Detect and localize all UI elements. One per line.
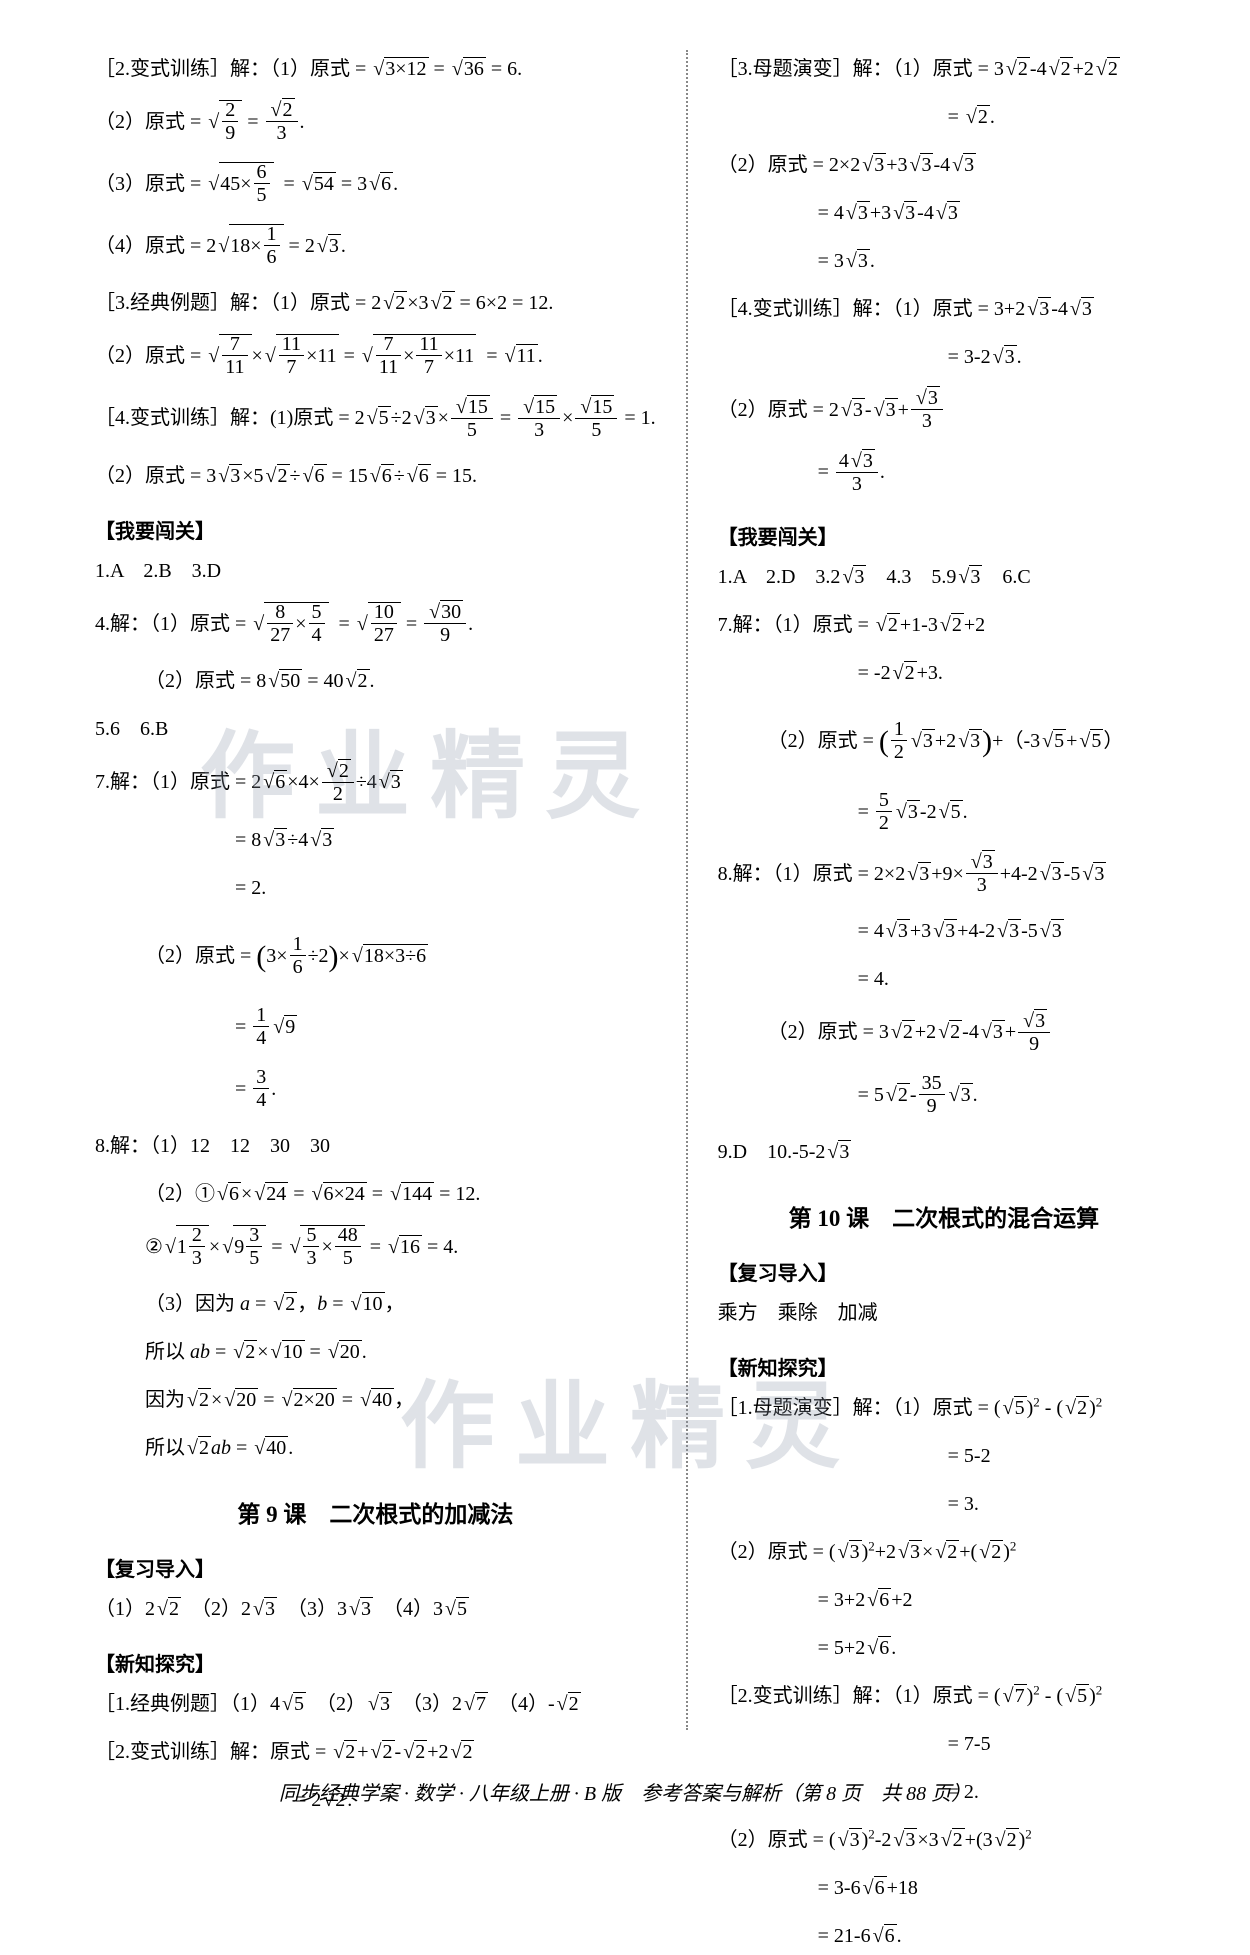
text-line: （2）原式 = 2×23+33-43 <box>718 146 1170 184</box>
text-line: = 3+26+2 <box>718 1581 1170 1619</box>
text-line: = 149 <box>95 1003 656 1051</box>
text-line: 1.A 2.D 3.23 4.3 5.93 6.C <box>718 558 1170 596</box>
text-line: 所以2ab = 40. <box>95 1429 656 1467</box>
text-line: = 7-5 <box>718 1725 1170 1763</box>
text-line: 7.解：（1）原式 = 26×4×22÷43 <box>95 758 656 806</box>
text-line: 4.解：（1）原式 = 827×54 = 1027 = 309. <box>95 600 656 648</box>
text-line: ［2.变式训练］解：（1）原式 = (7)2 - (5)2 <box>718 1677 1170 1715</box>
text-line: = 43+33-43 <box>718 194 1170 232</box>
left-column: ［2.变式训练］解：（1）原式 = 3×12 = 36 = 6. （2）原式 =… <box>95 50 656 1730</box>
text-line: = 2. <box>718 98 1170 136</box>
text-line: 7.解：（1）原式 = 2+1-32+2 <box>718 606 1170 644</box>
text-line: = 433. <box>718 448 1170 496</box>
text-line: （2）①6×24 = 6×24 = 144 = 12. <box>95 1175 656 1213</box>
text-line: = 523-25. <box>718 788 1170 836</box>
text-line: （2）原式 = (123+23)+（-35+5） <box>718 702 1170 774</box>
text-line: 8.解：（1）12 12 30 30 <box>95 1127 656 1165</box>
text-line: ［2.变式训练］解：原式 = 2+2-2+22 <box>95 1733 656 1771</box>
text-line: ［3.母题演变］解：（1）原式 = 32-42+22 <box>718 50 1170 88</box>
text-line: = -22+3. <box>718 654 1170 692</box>
right-column: ［3.母题演变］解：（1）原式 = 32-42+22 = 2. （2）原式 = … <box>718 50 1170 1730</box>
two-column-layout: ［2.变式训练］解：（1）原式 = 3×12 = 36 = 6. （2）原式 =… <box>95 50 1170 1730</box>
text-line: = 5+26. <box>718 1629 1170 1667</box>
text-line: 8.解：（1）原式 = 2×23+9×33+4-23-53 <box>718 850 1170 898</box>
text-line: 因为2×20 = 2×20 = 40， <box>95 1381 656 1419</box>
text-line: （2）原式 = 32+22-43+39 <box>718 1008 1170 1056</box>
column-divider <box>686 50 688 1730</box>
text-line: = 3-66+18 <box>718 1869 1170 1907</box>
text-line: （2）原式 = 23-3+33 <box>718 386 1170 434</box>
lesson-10-title: 第 10 课 二次根式的混合运算 <box>718 1199 1170 1233</box>
text-line: （2）原式 = (3×16÷2)×18×3÷6 <box>95 917 656 989</box>
text-line: = 83÷43 <box>95 821 656 859</box>
text-line: ［4.变式训练］解：（1）原式 = 3+23-43 <box>718 290 1170 328</box>
text-line: 所以 ab = 2×10 = 20. <box>95 1333 656 1371</box>
text-line: （4）原式 = 218×16 = 23. <box>95 222 656 270</box>
text-line: 1.A 2.B 3.D <box>95 552 656 590</box>
text-line: = 21-66. <box>718 1917 1170 1955</box>
text-line: = 5-2 <box>718 1437 1170 1475</box>
page-footer: 同步经典学案 · 数学 · 八年级上册 · B 版 参考答案与解析（第 8 页 … <box>0 1777 1250 1806</box>
text-line: ［1.母题演变］解：（1）原式 = (5)2 - (2)2 <box>718 1389 1170 1427</box>
text-line: （2）原式 = (3)2-23×32+(32)2 <box>718 1821 1170 1859</box>
text-line: ［3.经典例题］解：（1）原式 = 22×32 = 6×2 = 12. <box>95 284 656 322</box>
text-line: = 43+33+4-23-53 <box>718 912 1170 950</box>
text-line: = 3. <box>718 1485 1170 1523</box>
text-line: 9.D 10.-5-23 <box>718 1133 1170 1171</box>
section-heading: 【新知探究】 <box>718 1352 1170 1381</box>
section-heading: 【复习导入】 <box>95 1553 656 1582</box>
text-line: ②123×935 = 53×485 = 16 = 4. <box>95 1223 656 1271</box>
text-line: （2）原式 = (3)2+23×2+(2)2 <box>718 1533 1170 1571</box>
text-line: （2）原式 = 33×52÷6 = 156÷6 = 15. <box>95 457 656 495</box>
section-heading: 【复习导入】 <box>718 1257 1170 1286</box>
text-line: = 2. <box>95 869 656 907</box>
text-line: （2）原式 = 850 = 402. <box>95 662 656 700</box>
text-line: = 33. <box>718 242 1170 280</box>
text-line: （3）因为 a = 2，b = 10， <box>95 1285 656 1323</box>
text-line: = 52-3593. <box>718 1071 1170 1119</box>
text-line: ［1.经典例题］（1）45 （2）3 （3）27 （4）-2 <box>95 1685 656 1723</box>
section-heading: 【新知探究】 <box>95 1648 656 1677</box>
text-line: = 34. <box>95 1065 656 1113</box>
text-line: （1）22 （2）23 （3）33 （4）35 <box>95 1590 656 1628</box>
text-line: （2）原式 = 29 = 23. <box>95 98 656 146</box>
section-heading: 【我要闯关】 <box>718 521 1170 550</box>
lesson-9-title: 第 9 课 二次根式的加减法 <box>95 1495 656 1529</box>
text-line: （2）原式 = 711×117×11 = 711×117×11 = 11. <box>95 332 656 380</box>
text-line: 5.6 6.B <box>95 710 656 748</box>
text-line: = 4. <box>718 960 1170 998</box>
text-line: 乘方 乘除 加减 <box>718 1294 1170 1332</box>
section-heading: 【我要闯关】 <box>95 515 656 544</box>
text-line: （3）原式 = 45×65 = 54 = 36. <box>95 160 656 208</box>
text-line: = 3-23. <box>718 338 1170 376</box>
text-line: ［2.变式训练］解：（1）原式 = 3×12 = 36 = 6. <box>95 50 656 88</box>
text-line: ［4.变式训练］解：(1)原式 = 25÷23×155 = 153×155 = … <box>95 394 656 442</box>
